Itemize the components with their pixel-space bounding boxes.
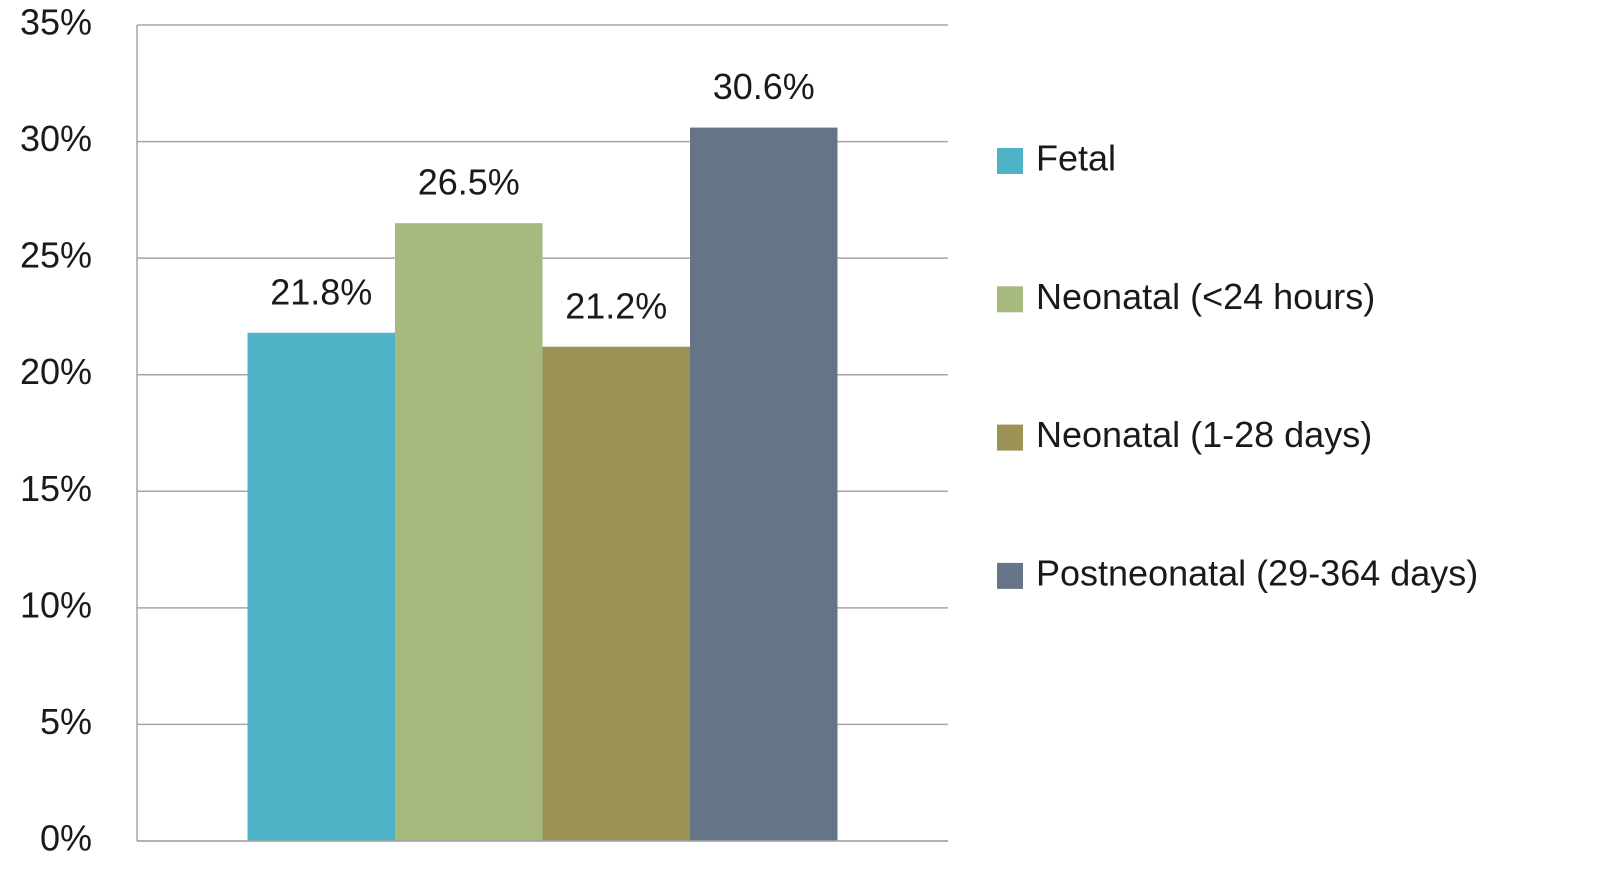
legend-swatch [997, 424, 1023, 451]
data-label: 26.5% [418, 162, 520, 203]
bar [542, 346, 691, 841]
legend-label: Postneonatal (29-364 days) [1036, 552, 1478, 593]
y-tick-label: 20% [20, 351, 92, 392]
y-tick-label: 5% [40, 701, 92, 742]
bar [394, 223, 543, 841]
legend-label: Neonatal (<24 hours) [1036, 276, 1375, 317]
y-tick-label: 30% [20, 118, 92, 159]
y-tick-label: 35% [20, 2, 92, 43]
y-tick-label: 0% [40, 818, 92, 859]
legend-swatch [997, 286, 1023, 313]
legend-label: Neonatal (1-28 days) [1036, 414, 1372, 455]
legend-label: Fetal [1036, 138, 1116, 179]
legend-swatch [997, 562, 1023, 589]
data-label: 21.2% [565, 285, 667, 326]
y-tick-label: 15% [20, 468, 92, 509]
y-tick-label: 25% [20, 235, 92, 276]
bar [690, 127, 838, 841]
data-label: 21.8% [270, 271, 372, 312]
y-tick-label: 10% [20, 584, 92, 625]
bar [247, 332, 395, 841]
data-label: 30.6% [713, 66, 815, 107]
legend-swatch [997, 148, 1023, 174]
